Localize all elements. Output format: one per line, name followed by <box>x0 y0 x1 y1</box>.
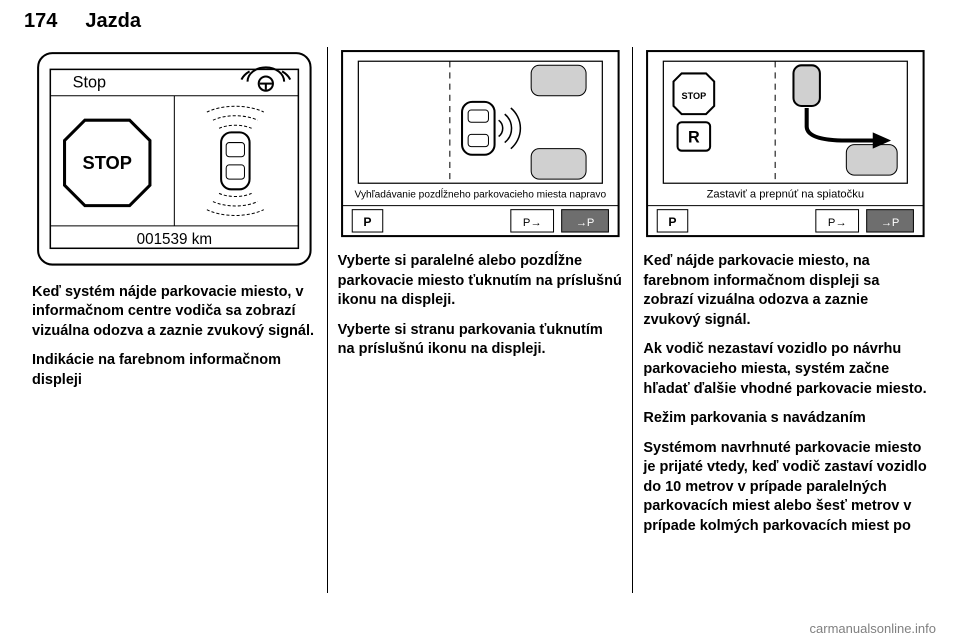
parked-car-icon <box>531 65 586 179</box>
column-2: Vyhľadávanie pozdĺžneho parkovacieho mie… <box>327 47 633 593</box>
content-columns: Stop STOP <box>0 41 960 601</box>
illustration-stop-display: Stop STOP <box>32 47 317 271</box>
col3-paragraph-3: Systémom navrhnuté parkovacie miesto je … <box>643 439 928 537</box>
own-car-icon <box>794 65 820 106</box>
stop-small-label: Stop <box>73 74 106 92</box>
col1-paragraph-2: Indikácie na farebnom informačnom disple… <box>32 351 317 390</box>
page-number: 174 <box>24 10 57 33</box>
page-title: Jazda <box>85 10 141 33</box>
own-car-icon <box>462 102 495 155</box>
col1-paragraph-1: Keď systém nájde parkovacie miesto, v in… <box>32 283 317 342</box>
svg-text:P→: P→ <box>828 217 847 229</box>
svg-text:STOP: STOP <box>682 91 707 101</box>
column-1: Stop STOP <box>22 47 327 593</box>
svg-text:R: R <box>688 129 700 147</box>
stop-octagon-icon: STOP <box>674 73 715 114</box>
svg-text:→P: →P <box>881 217 900 229</box>
stop-sign-icon: STOP <box>65 120 150 205</box>
svg-text:P→: P→ <box>523 217 542 229</box>
page-header: 174 Jazda <box>0 0 960 41</box>
odometer-value: 001539 km <box>137 231 212 248</box>
footer-site: carmanualsonline.info <box>810 621 936 636</box>
illus2-caption: Vyhľadávanie pozdĺžneho parkovacieho mie… <box>354 187 606 200</box>
illustration-search-display: Vyhľadávanie pozdĺžneho parkovacieho mie… <box>338 47 623 240</box>
car-top-icon <box>207 106 264 215</box>
column-3: STOP R Zastaviť a pre <box>632 47 938 593</box>
col2-paragraph-2: Vyberte si stranu parkovania ťuknutím na… <box>338 321 623 360</box>
mode-icons-bar: P P→ →P <box>658 210 914 232</box>
reverse-arrow-icon <box>807 108 891 149</box>
svg-text:→P: →P <box>575 217 594 229</box>
svg-text:P: P <box>669 215 677 229</box>
col3-subheading: Režim parkovania s navádzaním <box>643 409 928 429</box>
steering-sensor-icon <box>241 67 290 90</box>
col2-paragraph-1: Vyberte si paralelné alebo pozdĺžne park… <box>338 252 623 311</box>
svg-text:P: P <box>363 215 371 229</box>
illus3-caption: Zastaviť a prepnúť na spiatočku <box>707 188 864 200</box>
col3-paragraph-1: Keď nájde parkovacie miesto, na farebnom… <box>643 252 928 330</box>
illustration-reverse-display: STOP R Zastaviť a pre <box>643 47 928 240</box>
sensor-arcs-icon <box>498 108 520 149</box>
col3-paragraph-2: Ak vodič nezastaví vozidlo po návrhu par… <box>643 340 928 399</box>
parked-car-icon <box>847 145 898 175</box>
gear-r-icon: R <box>678 122 711 150</box>
mode-icons-bar: P P→ →P <box>352 210 608 232</box>
svg-text:STOP: STOP <box>83 152 132 173</box>
